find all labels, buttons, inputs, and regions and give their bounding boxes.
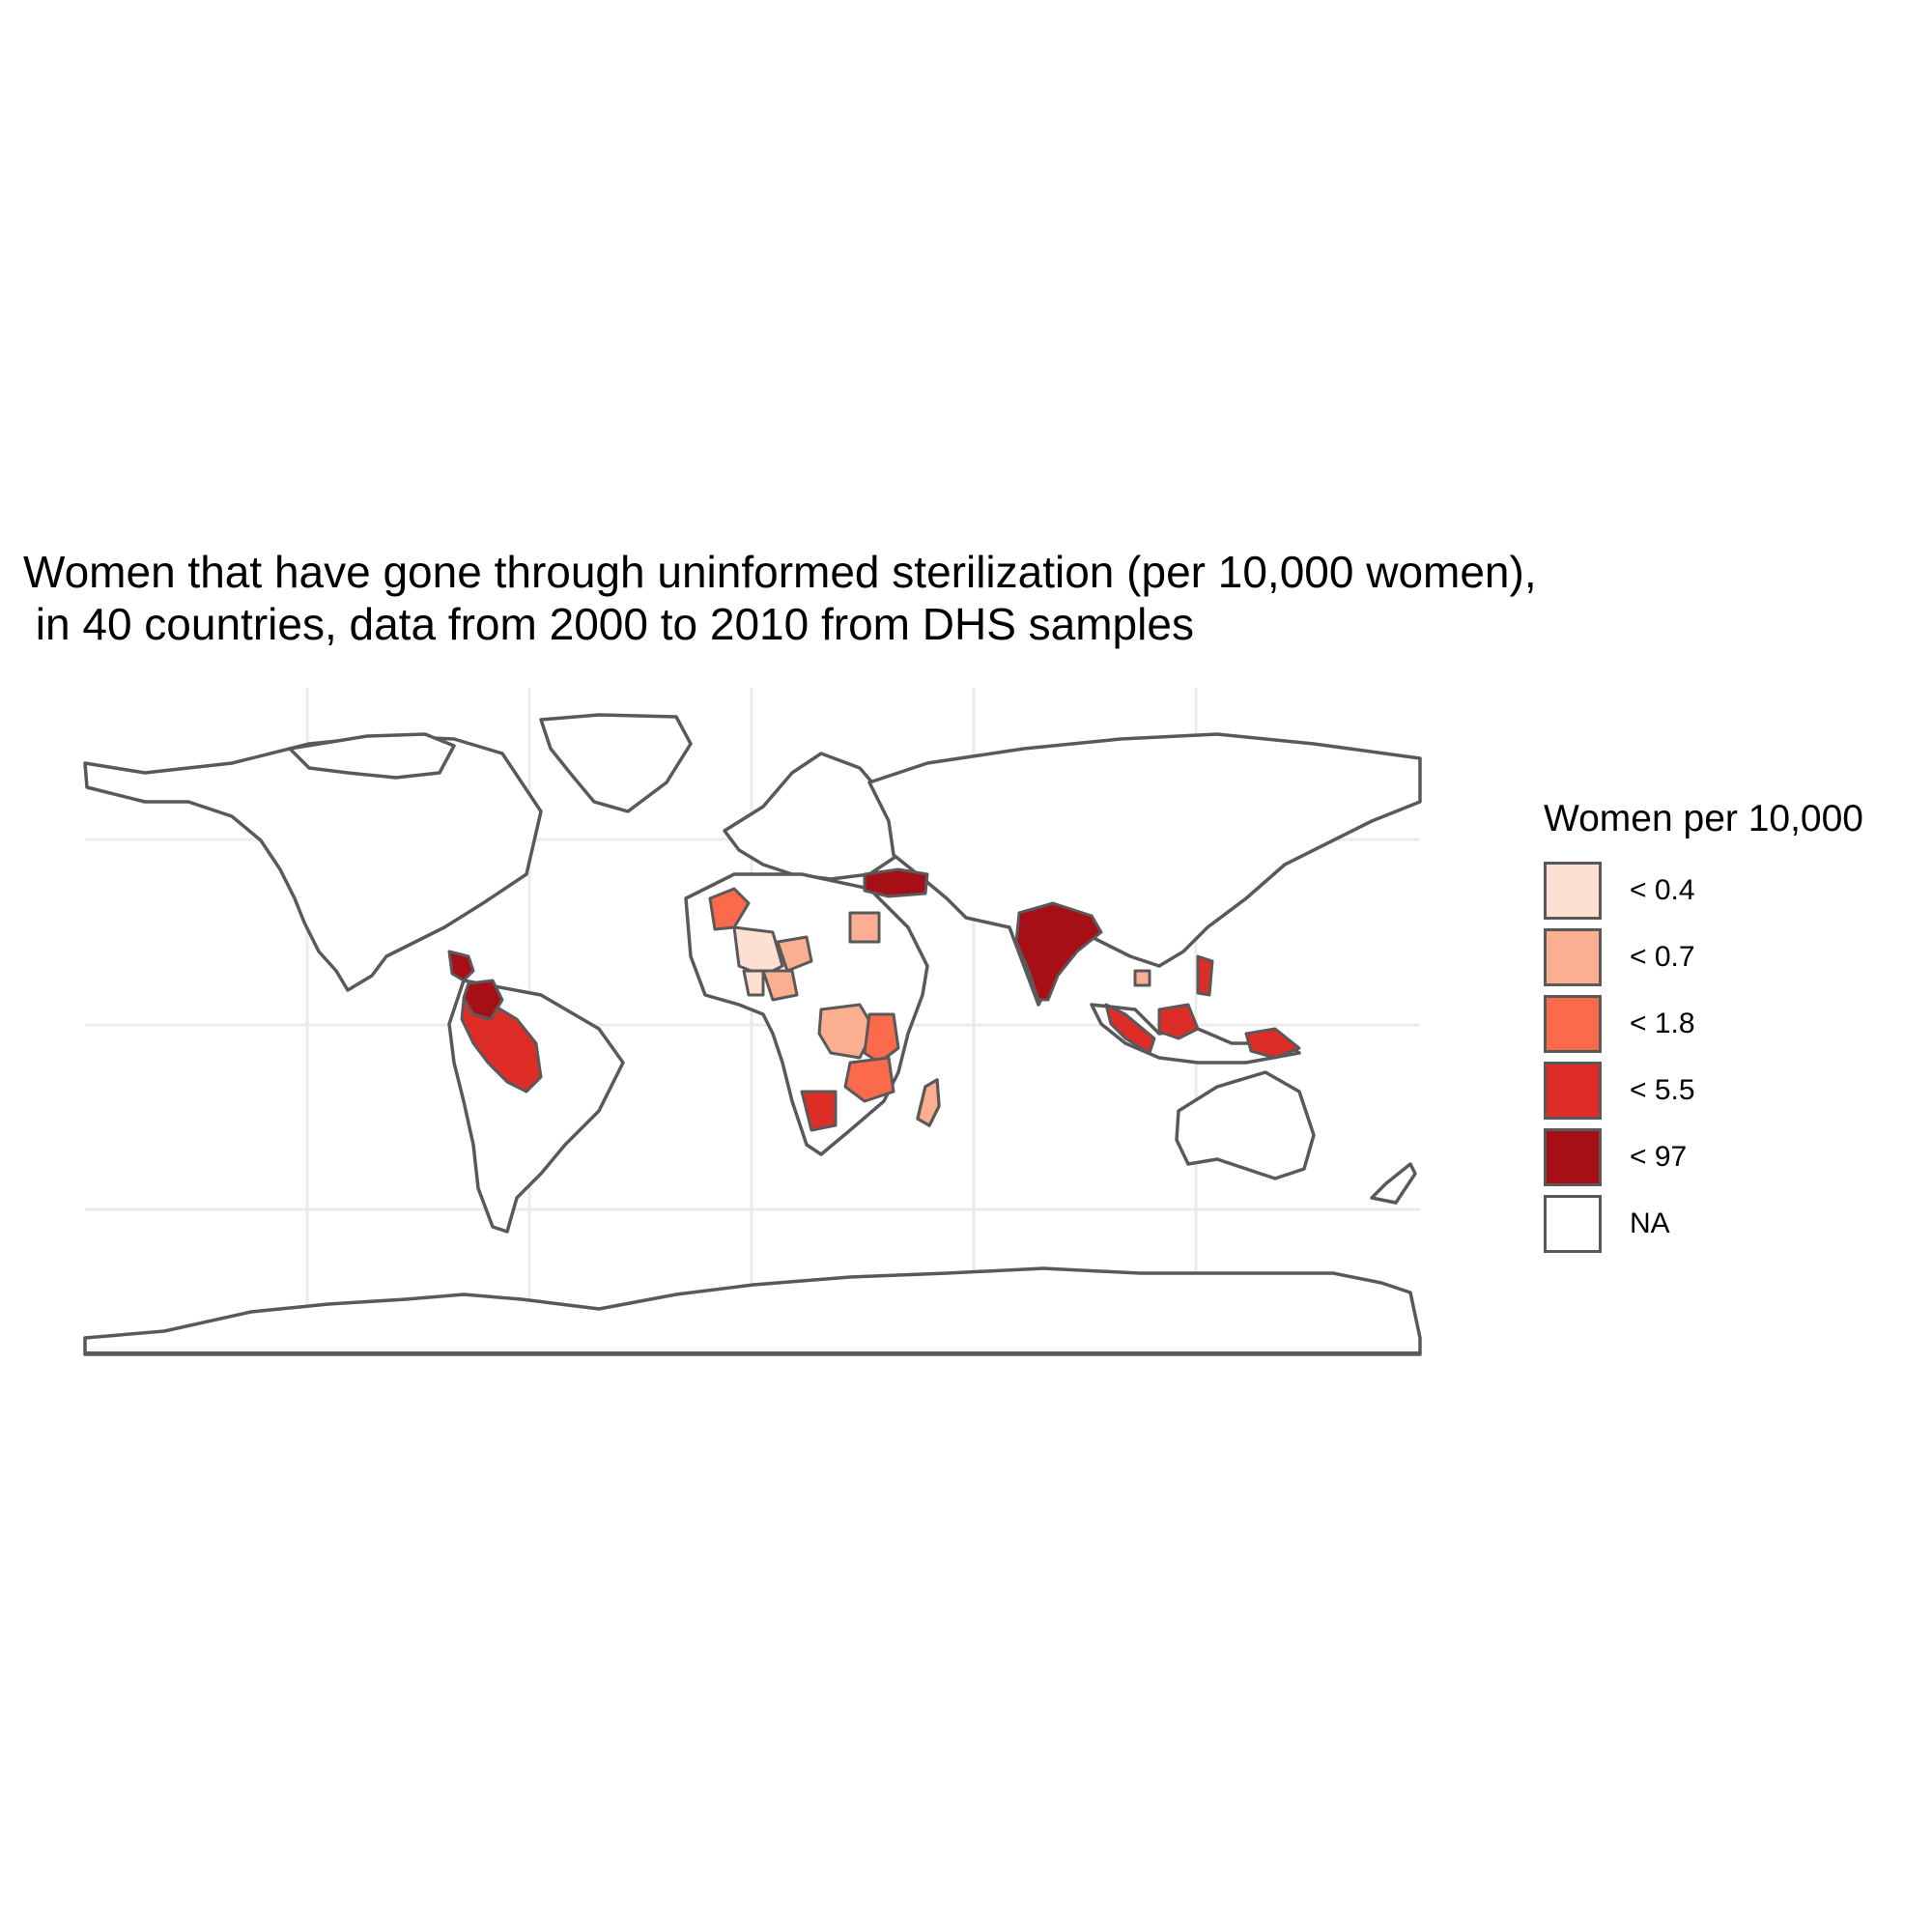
arctic-islands [288, 732, 456, 780]
country-namibia [800, 1090, 838, 1132]
legend-key: NA [1544, 1190, 1863, 1257]
legend-swatch [1544, 1061, 1602, 1120]
country-niger [776, 935, 813, 973]
legend-swatch [1544, 1194, 1602, 1253]
legend-key: < 0.7 [1544, 923, 1863, 990]
country-ghana [742, 969, 765, 997]
country-zambia-zimbabwe [843, 1056, 895, 1103]
legend-label: < 0.4 [1630, 873, 1695, 906]
legend-title: Women per 10,000 [1544, 798, 1863, 839]
north-america [83, 734, 543, 992]
country-colombia-peru-bolivia [460, 998, 543, 1094]
legend-label: < 0.7 [1630, 940, 1695, 973]
legend-swatch [1544, 861, 1602, 920]
country-central-america [447, 950, 475, 982]
country-morocco [708, 887, 751, 931]
country-turkey [863, 867, 929, 898]
country-india [1014, 901, 1103, 1002]
country-drc [817, 1003, 876, 1060]
country-indonesia-papua [1244, 1027, 1301, 1060]
country-indonesia-sumatra [1104, 1003, 1156, 1055]
legend: Women per 10,000 < 0.4 < 0.7 < 1.8 < 5.5… [1544, 797, 1863, 1257]
greenland [539, 713, 693, 813]
legend-label: < 1.8 [1630, 1007, 1695, 1039]
country-colombia [462, 979, 504, 1021]
legend-label: < 97 [1630, 1140, 1688, 1173]
new-zealand [1370, 1162, 1417, 1205]
country-cambodia [1133, 969, 1151, 987]
legend-key: < 5.5 [1544, 1057, 1863, 1123]
legend-swatch [1544, 1127, 1602, 1186]
chart-title: Women that have gone through uninformed … [23, 547, 1537, 649]
legend-key: < 1.8 [1544, 990, 1863, 1057]
country-indonesia-borneo [1157, 1003, 1200, 1040]
country-nigeria [761, 969, 799, 1002]
legend-key: < 0.4 [1544, 857, 1863, 923]
map-frame-bottom [85, 1351, 1420, 1354]
legend-label: NA [1630, 1207, 1670, 1239]
antarctica [83, 1266, 1422, 1356]
legend-key: < 97 [1544, 1123, 1863, 1190]
country-madagascar [916, 1078, 941, 1127]
country-egypt [848, 911, 881, 944]
legend-label: < 5.5 [1630, 1073, 1695, 1106]
shaded-countries [447, 867, 1301, 1132]
country-philippines [1196, 954, 1214, 997]
country-east-africa [863, 1012, 900, 1065]
asia [867, 732, 1422, 1007]
australia [1175, 1070, 1316, 1180]
legend-swatch [1544, 927, 1602, 986]
legend-swatch [1544, 994, 1602, 1053]
